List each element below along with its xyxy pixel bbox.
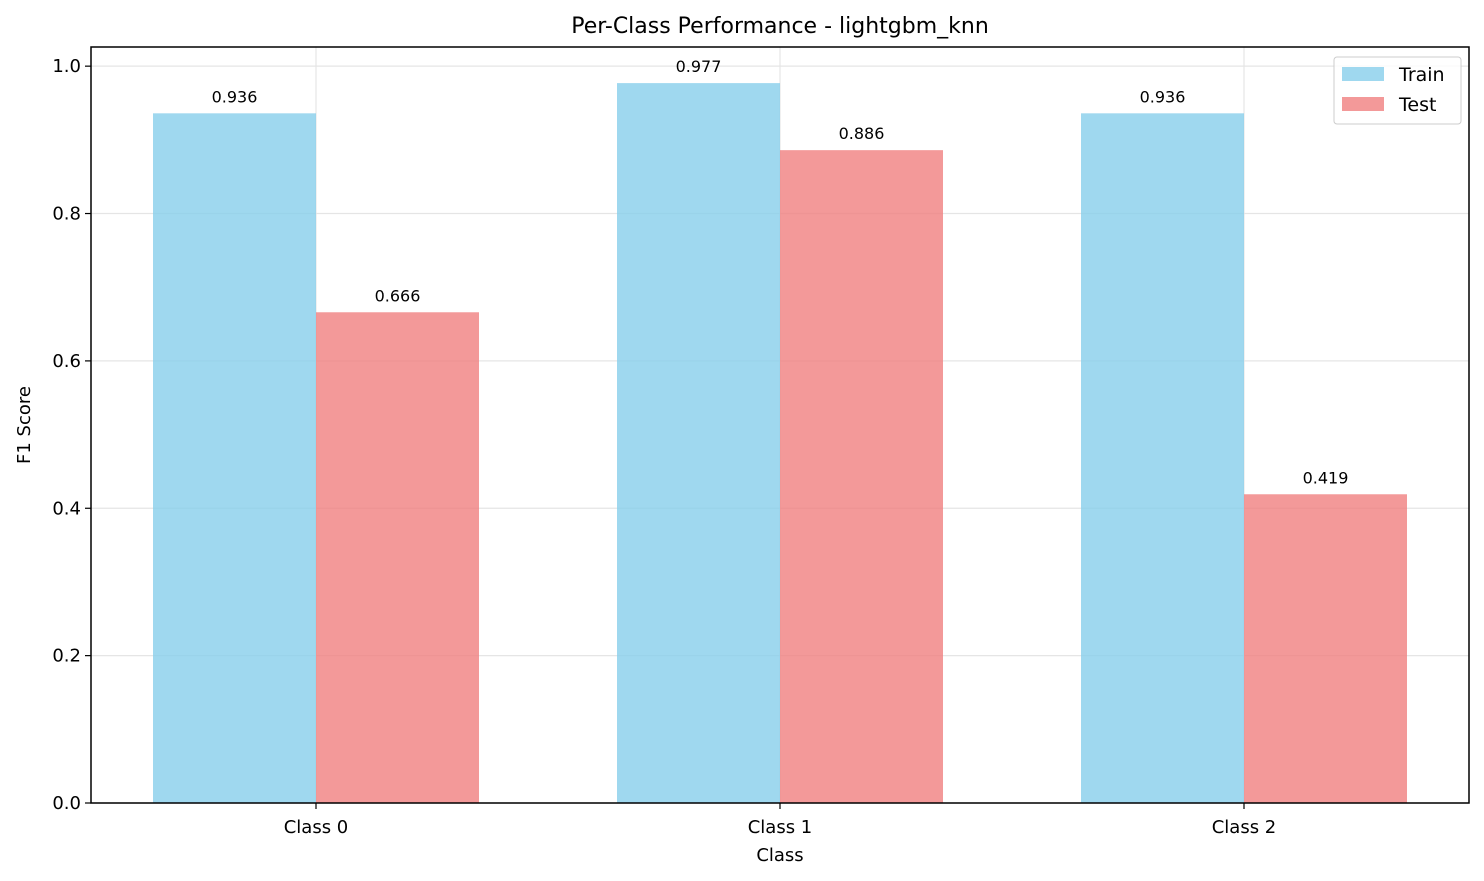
legend-label-test: Test [1398, 94, 1436, 116]
x-tick-label: Class 2 [1212, 817, 1277, 838]
data-label-test-1: 0.886 [839, 124, 885, 143]
legend-swatch-test [1342, 97, 1384, 111]
bar-train-2 [1081, 113, 1244, 803]
data-label-train-1: 0.977 [676, 57, 722, 76]
data-labels: 0.936 0.977 0.936 0.666 0.886 0.419 [212, 57, 1349, 487]
legend-swatch-train [1342, 67, 1384, 81]
y-axis: 0.0 0.2 0.4 0.6 0.8 1.0 [52, 56, 91, 814]
y-axis-label: F1 Score [14, 386, 35, 464]
y-tick-label: 0.6 [52, 351, 81, 372]
legend-label-train: Train [1398, 64, 1445, 86]
bar-test-0 [316, 312, 479, 803]
data-label-test-0: 0.666 [375, 286, 421, 305]
y-tick-label: 0.4 [52, 498, 81, 519]
y-tick-label: 1.0 [52, 56, 81, 77]
data-label-test-2: 0.419 [1303, 468, 1349, 487]
chart-title: Per-Class Performance - lightgbm_knn [571, 14, 989, 39]
y-tick-label: 0.8 [52, 204, 81, 225]
bars [153, 83, 1407, 803]
x-axis-label: Class [756, 845, 803, 866]
data-label-train-2: 0.936 [1140, 87, 1186, 106]
bar-train-0 [153, 113, 316, 803]
legend: Train Test [1333, 56, 1462, 125]
data-label-train-0: 0.936 [212, 87, 258, 106]
bar-test-2 [1244, 494, 1407, 803]
x-axis: Class 0 Class 1 Class 2 [284, 803, 1277, 838]
y-tick-label: 0.2 [52, 646, 81, 667]
x-tick-label: Class 0 [284, 817, 349, 838]
bar-train-1 [617, 83, 780, 803]
bar-test-1 [780, 150, 943, 803]
x-tick-label: Class 1 [748, 817, 813, 838]
y-tick-label: 0.0 [52, 793, 81, 814]
